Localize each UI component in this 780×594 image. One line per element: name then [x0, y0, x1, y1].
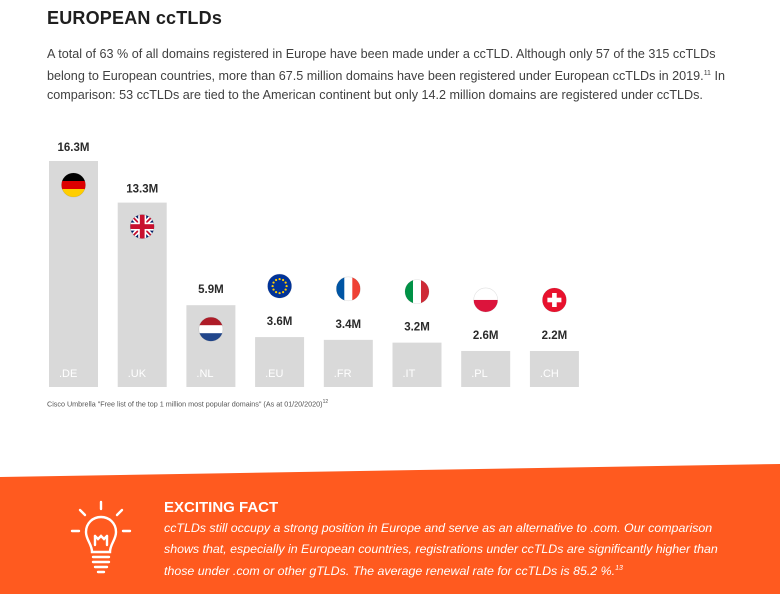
- bar-fr: [323, 339, 373, 387]
- switzerland-flag-icon: [542, 287, 567, 313]
- intro-text-continued: In comparison: 53 ccTLDs are tied to the…: [47, 69, 725, 103]
- category-label: .UK: [128, 368, 147, 380]
- category-label: .EU: [265, 368, 283, 380]
- value-label: 3.4M: [336, 319, 362, 331]
- bar-pl: [461, 350, 511, 387]
- value-label: 3.6M: [267, 316, 293, 328]
- intro-text: A total of 63 % of all domains registere…: [47, 47, 716, 84]
- value-label: 2.6M: [473, 330, 499, 342]
- page-title: EUROPEAN ccTLDs: [47, 8, 223, 28]
- italy-flag-icon: [404, 279, 430, 304]
- source-text: Cisco Umbrella "Free list of the top 1 m…: [47, 399, 323, 409]
- fact-body: ccTLDs still occupy a strong position in…: [164, 521, 718, 579]
- netherlands-flag-icon: [198, 316, 224, 342]
- fact-text: ccTLDs still occupy a strong position in…: [164, 518, 734, 582]
- france-flag-icon: [335, 276, 361, 302]
- intro-paragraph: A total of 63 % of all domains registere…: [47, 45, 727, 105]
- fact-footnote-ref[interactable]: 13: [615, 565, 623, 572]
- value-label: 5.9M: [198, 284, 224, 296]
- intro-footnote-ref[interactable]: 11: [703, 70, 711, 77]
- value-label: 13.3M: [126, 184, 158, 196]
- bar-chart: .DE 16.3M .UK 13.3M .NL 5.9M .EU 3.6M .FR 3.4M .IT…: [49, 142, 579, 387]
- germany-flag-icon: [61, 172, 86, 198]
- bar-it: [392, 342, 442, 387]
- uk-flag-icon: [129, 214, 155, 239]
- fact-heading: EXCITING FACT: [164, 499, 279, 516]
- category-label: .NL: [196, 368, 213, 380]
- bar-eu: [255, 337, 305, 387]
- category-label: .FR: [334, 368, 352, 380]
- bar-de: [49, 161, 98, 387]
- source-note: Cisco Umbrella "Free list of the top 1 m…: [47, 399, 328, 408]
- category-label: .DE: [59, 368, 77, 380]
- poland-flag-icon: [473, 287, 499, 313]
- bar-ch: [529, 351, 579, 387]
- value-label: 2.2M: [542, 330, 568, 342]
- source-footnote-ref[interactable]: 12: [322, 399, 329, 405]
- eu-flag-icon: [267, 273, 292, 299]
- category-label: .PL: [471, 368, 488, 380]
- category-label: .CH: [540, 368, 559, 380]
- lightbulb-icon: [70, 500, 132, 574]
- value-label: 3.2M: [404, 322, 430, 334]
- value-label: 16.3M: [58, 142, 90, 154]
- category-label: .IT: [403, 368, 416, 380]
